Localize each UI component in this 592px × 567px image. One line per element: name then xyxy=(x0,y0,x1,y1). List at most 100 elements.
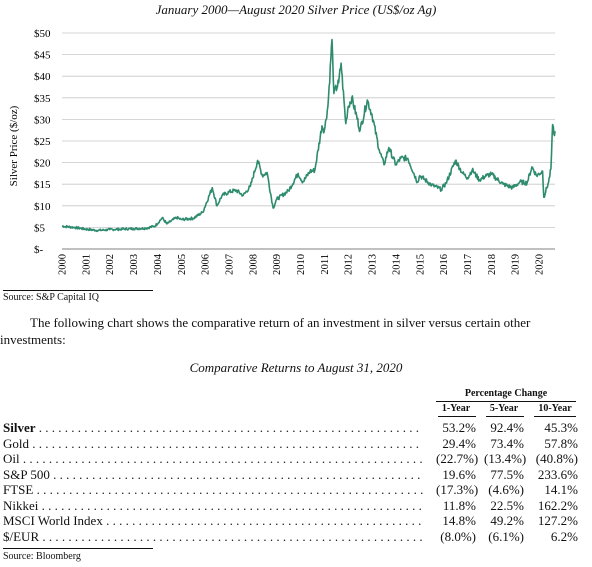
cell-v5: 22.5% xyxy=(490,497,524,513)
chart-title: January 2000—August 2020 Silver Price (U… xyxy=(155,2,437,17)
cell-v1: 29.4% xyxy=(442,435,476,451)
x-tick-label: 2019 xyxy=(511,254,522,275)
table-row: Gold . . . . . . . . . . . . . . . . . .… xyxy=(0,436,592,451)
y-tick-label: $50 xyxy=(34,28,51,40)
row-name: Oil xyxy=(3,451,20,466)
column-header-rule-5 xyxy=(486,416,524,417)
y-tick-label: $45 xyxy=(34,50,51,62)
y-tick-label: $15 xyxy=(34,179,51,191)
silver-price-chart: $- $5 $10 $15 $20 $25 $30 $35 $40 $45 $50 2000 2001… xyxy=(8,28,556,275)
table-row: Oil . . . . . . . . . . . . . . . . . . … xyxy=(0,451,592,466)
percentage-change-header: Percentage Change xyxy=(464,388,548,399)
row-name: Gold xyxy=(3,435,29,451)
cell-v5: 73.4% xyxy=(490,435,524,451)
x-tick-label: 2020 xyxy=(535,254,546,275)
x-tick-label: 2010 xyxy=(296,254,307,275)
row-name: FTSE xyxy=(3,482,34,497)
body-paragraph: The following chart shows the comparativ… xyxy=(0,315,531,347)
y-tick-label: $5 xyxy=(34,222,46,234)
leader-dots: . . . . . . . . . . . . . . . . . . . . … xyxy=(106,513,423,528)
cell-v5: 77.5% xyxy=(490,466,524,482)
x-tick-label: 2012 xyxy=(344,254,355,275)
table-row: S&P 500 . . . . . . . . . . . . . . . . … xyxy=(0,467,592,482)
cell-v1: 14.8% xyxy=(442,513,476,528)
cell-v1: 19.6% xyxy=(442,466,476,482)
x-tick-label: 2009 xyxy=(272,254,283,275)
leader-dots: . . . . . . . . . . . . . . . . . . . . … xyxy=(38,420,423,435)
row-name: S&P 500 xyxy=(3,466,50,482)
cell-v10: 45.3% xyxy=(544,420,578,435)
leader-dots: . . . . . . . . . . . . . . . . . . . . … xyxy=(42,528,423,544)
leader-dots: . . . . . . . . . . . . . . . . . . . . … xyxy=(32,435,423,451)
row-name: Nikkei xyxy=(3,497,39,513)
cell-v1: 53.2% xyxy=(442,420,476,435)
cell-v10: 162.2% xyxy=(537,497,578,513)
cell-v1: (17.3%) xyxy=(436,482,479,497)
cell-v10: 14.1% xyxy=(544,482,578,497)
x-tick-label: 2005 xyxy=(177,254,188,275)
y-tick-label: $35 xyxy=(34,93,51,105)
chart-source-rule xyxy=(3,290,153,291)
x-tick-label: 2001 xyxy=(81,254,92,275)
cell-v1: 11.8% xyxy=(442,497,476,513)
cell-v5: (4.6%) xyxy=(488,482,524,497)
y-tick-label: $30 xyxy=(34,114,51,126)
table-row: Silver . . . . . . . . . . . . . . . . .… xyxy=(0,420,592,435)
x-tick-label: 2013 xyxy=(368,254,379,275)
y-axis-label: Silver Price ($/oz) xyxy=(8,105,20,186)
cell-v5: (13.4%) xyxy=(484,451,527,466)
x-tick-label: 2003 xyxy=(129,254,140,275)
chart-source: Source: S&P Capital IQ xyxy=(3,292,100,303)
leader-dots: . . . . . . . . . . . . . . . . . . . . … xyxy=(53,466,423,482)
column-header-5-year: 5-Year xyxy=(489,403,519,414)
y-tick-label: $- xyxy=(34,244,44,256)
x-tick-label: 2015 xyxy=(415,254,426,275)
x-tick-label: 2017 xyxy=(463,254,474,275)
cell-v5: 92.4% xyxy=(490,420,524,435)
cell-v10: (40.8%) xyxy=(535,451,578,466)
x-tick-label: 2002 xyxy=(105,254,116,275)
table-title: Comparative Returns to August 31, 2020 xyxy=(189,360,403,375)
row-name: Silver xyxy=(3,420,36,435)
leader-dots: . . . . . . . . . . . . . . . . . . . . … xyxy=(36,482,423,497)
x-tick-label: 2014 xyxy=(391,253,402,275)
x-tick-label: 2018 xyxy=(487,254,498,275)
y-tick-labels: $- $5 $10 $15 $20 $25 $30 $35 $40 $45 $50 xyxy=(34,28,51,256)
cell-v5: 49.2% xyxy=(490,513,524,528)
row-name: MSCI World Index xyxy=(3,513,103,528)
cell-v10: 233.6% xyxy=(537,466,578,482)
silver-price-line xyxy=(61,38,556,233)
row-name: $/EUR xyxy=(3,528,40,544)
table-row: MSCI World Index . . . . . . . . . . . .… xyxy=(0,513,592,528)
y-tick-label: $20 xyxy=(34,158,51,170)
x-tick-label: 2011 xyxy=(320,254,331,275)
y-tick-label: $40 xyxy=(34,71,51,83)
x-tick-labels: 2000 2001 2002 2003 2004 2005 2006 2007 2008 2009… xyxy=(58,253,546,275)
cell-v1: (22.7%) xyxy=(436,451,479,466)
grid-lines xyxy=(62,32,555,250)
x-tick-label: 2000 xyxy=(58,254,69,275)
x-tick-label: 2008 xyxy=(248,254,259,275)
column-header-10-year: 10-Year xyxy=(538,403,572,414)
cell-v1: (8.0%) xyxy=(440,528,476,544)
cell-v5: (6.1%) xyxy=(488,528,524,544)
x-tick-label: 2004 xyxy=(153,253,164,275)
leader-dots: . . . . . . . . . . . . . . . . . . . . … xyxy=(41,497,423,513)
cell-v10: 6.2% xyxy=(550,528,578,544)
x-tick-label: 2016 xyxy=(439,254,450,275)
leader-dots: . . . . . . . . . . . . . . . . . . . . … xyxy=(22,451,423,466)
cell-v10: 127.2% xyxy=(537,513,578,528)
x-tick-label: 2007 xyxy=(224,254,235,275)
table-row: $/EUR . . . . . . . . . . . . . . . . . … xyxy=(0,529,592,544)
y-tick-label: $25 xyxy=(34,136,51,148)
x-tick-label: 2006 xyxy=(201,254,212,275)
column-header-rule-1 xyxy=(438,416,476,417)
percentage-change-rule xyxy=(436,401,576,402)
y-tick-label: $10 xyxy=(34,201,51,213)
table-source: Source: Bloomberg xyxy=(3,551,81,562)
column-header-rule-10 xyxy=(534,416,576,417)
column-header-1-year: 1-Year xyxy=(441,403,471,414)
table-source-rule xyxy=(3,548,153,549)
table-row: Nikkei . . . . . . . . . . . . . . . . .… xyxy=(0,498,592,513)
cell-v10: 57.8% xyxy=(544,435,578,451)
